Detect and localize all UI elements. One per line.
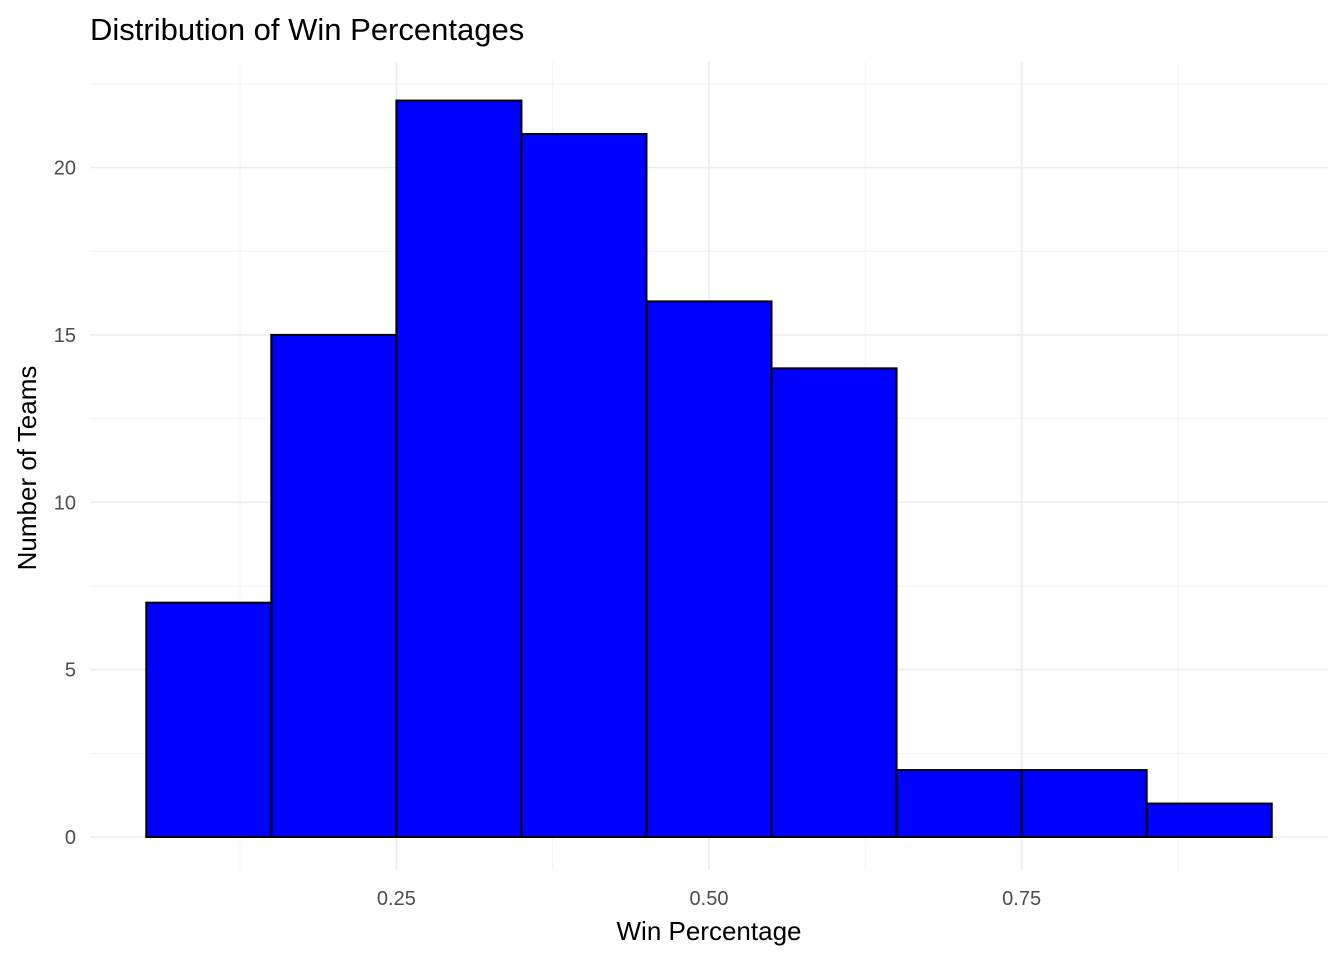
- histogram-bar: [770, 367, 898, 838]
- histogram-bar: [895, 769, 1023, 838]
- y-tick-label: 10: [54, 492, 76, 514]
- histogram-bar: [145, 601, 273, 838]
- x-tick-label: 0.25: [377, 888, 416, 910]
- x-tick-label: 0.50: [690, 888, 729, 910]
- histogram-bar: [645, 300, 773, 838]
- histogram-bar: [1145, 802, 1273, 839]
- chart-title: Distribution of Win Percentages: [90, 12, 524, 47]
- bars: [145, 99, 1273, 839]
- y-axis-ticks: 0 5 10 15 20: [54, 158, 76, 850]
- y-tick-label: 5: [65, 660, 76, 682]
- y-tick-label: 20: [54, 158, 76, 180]
- histogram-bar: [395, 99, 523, 839]
- x-tick-label: 0.75: [1002, 888, 1041, 910]
- histogram-bar: [520, 133, 648, 838]
- y-tick-label: 0: [65, 827, 76, 849]
- x-axis-ticks: 0.25 0.50 0.75: [377, 888, 1041, 910]
- x-axis-title: Win Percentage: [617, 916, 802, 946]
- y-tick-label: 15: [54, 325, 76, 347]
- histogram-bar: [270, 333, 398, 838]
- histogram-bar: [1020, 769, 1148, 838]
- y-axis-title: Number of Teams: [12, 366, 42, 571]
